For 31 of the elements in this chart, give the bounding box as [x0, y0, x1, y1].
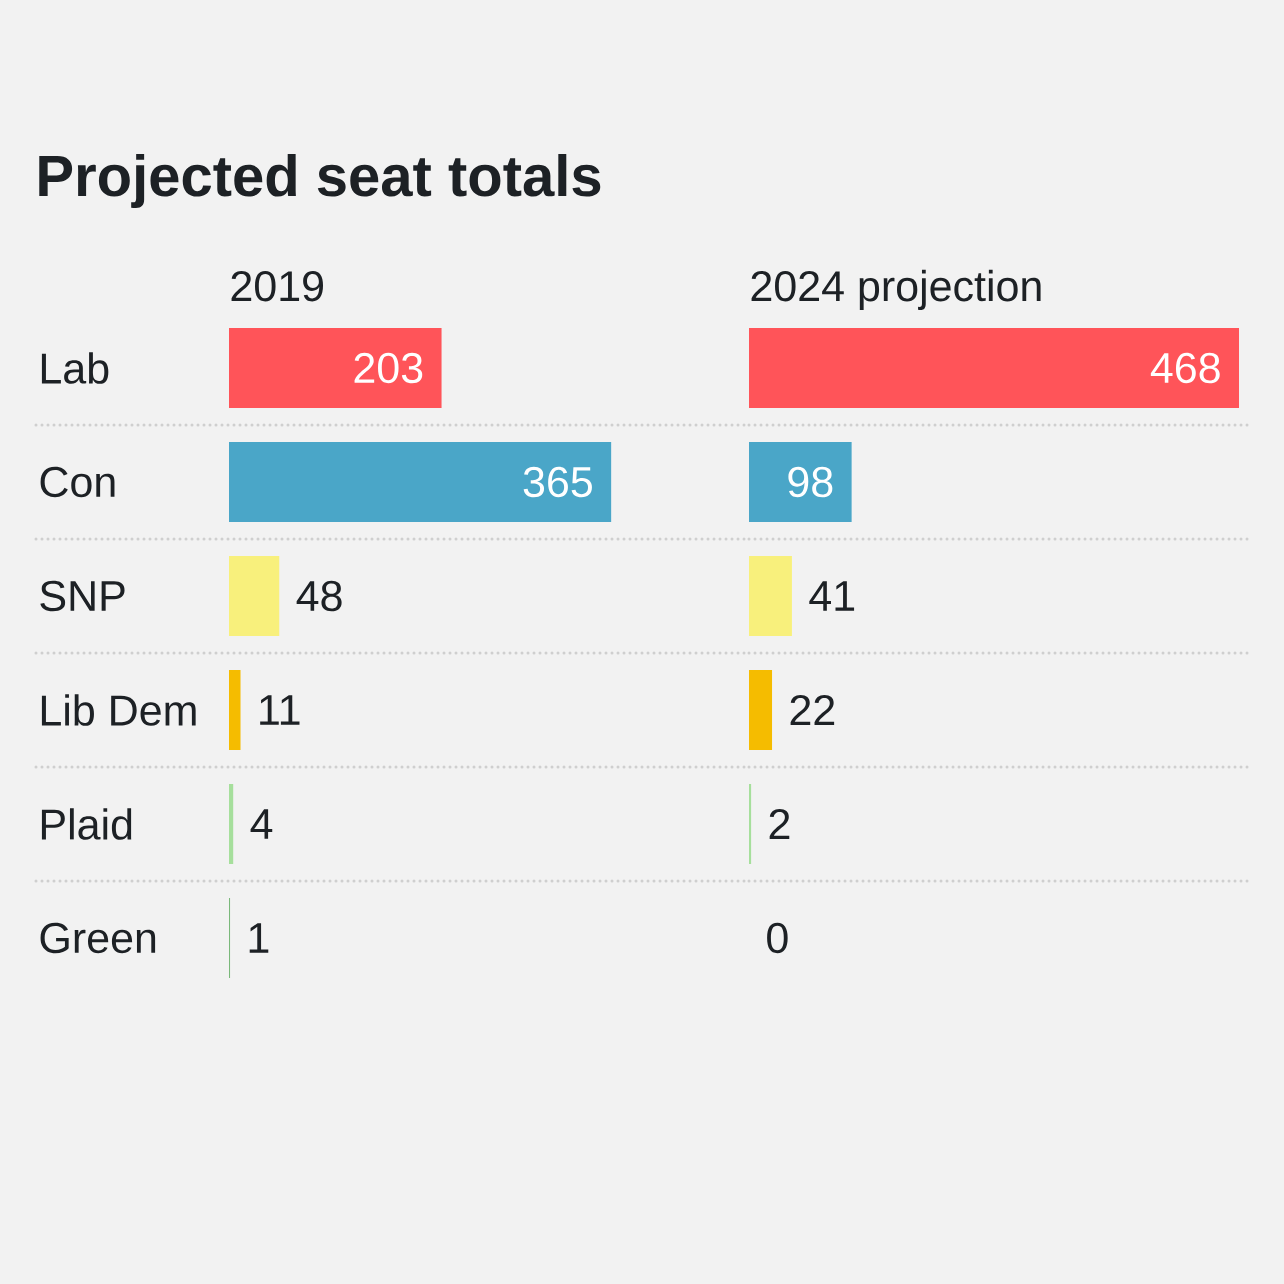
bar — [749, 784, 752, 865]
data-label: 48 — [296, 580, 342, 612]
y-tick-label: Plaid — [41, 808, 132, 840]
chart-subtitle: 2024 projection — [751, 269, 1041, 310]
y-tick-label: Con — [40, 466, 115, 498]
bar — [749, 670, 773, 751]
bar — [229, 784, 234, 865]
bar — [229, 328, 442, 409]
data-label: 203 — [354, 352, 423, 384]
data-label: 1 — [249, 923, 269, 953]
data-label: 0 — [767, 922, 788, 954]
data-label: 365 — [523, 466, 592, 498]
bar — [749, 328, 1240, 409]
chart-subtitle: 2019 — [231, 270, 324, 302]
data-label: 22 — [790, 695, 835, 726]
y-tick-label: Green — [40, 922, 156, 954]
chart-title: Projected seat totals — [39, 153, 601, 209]
bar — [229, 556, 280, 637]
data-label: 4 — [250, 809, 273, 839]
bar — [749, 556, 792, 637]
bar — [229, 442, 612, 523]
data-label: 11 — [260, 695, 300, 725]
bar — [749, 442, 852, 523]
y-tick-label: SNP — [40, 580, 125, 612]
y-tick-label: Lib Dem — [41, 694, 196, 726]
bar — [229, 670, 241, 751]
data-label: 468 — [1150, 352, 1220, 384]
data-label: 2 — [769, 809, 790, 840]
data-label: 41 — [809, 581, 855, 611]
data-label: 98 — [788, 466, 833, 498]
y-tick-label: Lab — [41, 352, 109, 384]
